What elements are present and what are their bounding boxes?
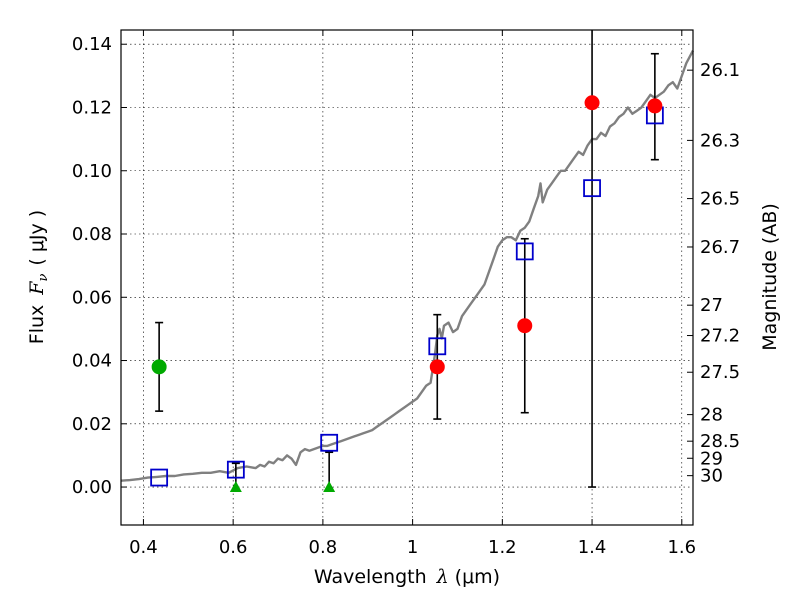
- y2-tick-label: 26.5: [700, 189, 740, 210]
- ticks: 0.4 0.6 0.8 1 1.2 1.4 1.6 0.00 0.02 0.04 0.06 0.08 0…: [72, 30, 740, 558]
- x-tick-label: 1.6: [667, 537, 696, 558]
- y2-tick-label: 27.5: [700, 362, 740, 383]
- y2-axis-label: Magnitude (AB): [759, 203, 781, 351]
- model-photometry-point: [515, 242, 534, 261]
- x-tick-label: 0.4: [129, 537, 158, 558]
- y-tick-label: 0.06: [72, 287, 112, 308]
- y2-tick-label: 26.7: [700, 237, 740, 258]
- model-photometry-point: [226, 460, 245, 479]
- y2-tick-label: 30: [700, 466, 723, 487]
- y2-tick-label: 27: [700, 295, 723, 316]
- x-tick-label: 1.4: [578, 537, 607, 558]
- y2-tick-label: 29: [700, 448, 723, 469]
- photometry-point: [584, 95, 600, 111]
- photometry-point: [151, 359, 167, 375]
- model-photometry-point: [428, 337, 447, 356]
- y2-tick-label: 26.1: [700, 60, 740, 81]
- plot-frame: [120, 29, 694, 526]
- x-tick-label: 1.2: [488, 537, 517, 558]
- y2-tick-label: 28: [700, 405, 723, 426]
- model-photometry-point: [583, 179, 601, 198]
- y-tick-label: 0.12: [72, 97, 112, 118]
- y-axis-label: FluxFν( μJy ): [26, 210, 51, 344]
- y2-tick-label: 27.2: [700, 326, 740, 347]
- x-tick-label: 0.6: [219, 537, 248, 558]
- series-layer: [120, 30, 695, 493]
- x-axis-label: Wavelength λ (μm): [314, 566, 500, 588]
- grid: [121, 30, 693, 525]
- y-tick-label: 0.14: [72, 34, 112, 55]
- y-tick-label: 0.08: [72, 224, 112, 245]
- photometry-point: [647, 98, 663, 114]
- y-tick-label: 0.00: [72, 477, 112, 498]
- y-tick-label: 0.10: [72, 161, 112, 182]
- model-photometry-point: [150, 468, 169, 487]
- upper-limit-marker: [323, 481, 336, 493]
- photometry-point: [429, 359, 445, 375]
- y-tick-label: 0.02: [72, 414, 112, 435]
- y2-tick-label: 26.3: [700, 130, 740, 151]
- plot-background: [121, 30, 693, 525]
- photometry-point: [517, 318, 533, 334]
- y2-tick-label: 28.5: [700, 431, 740, 452]
- x-tick-label: 0.8: [309, 537, 338, 558]
- spectrum-line: [120, 50, 695, 482]
- upper-limit-marker: [229, 481, 242, 493]
- y-tick-label: 0.04: [72, 351, 112, 372]
- x-tick-label: 1: [407, 537, 418, 558]
- model-photometry-point: [320, 433, 339, 452]
